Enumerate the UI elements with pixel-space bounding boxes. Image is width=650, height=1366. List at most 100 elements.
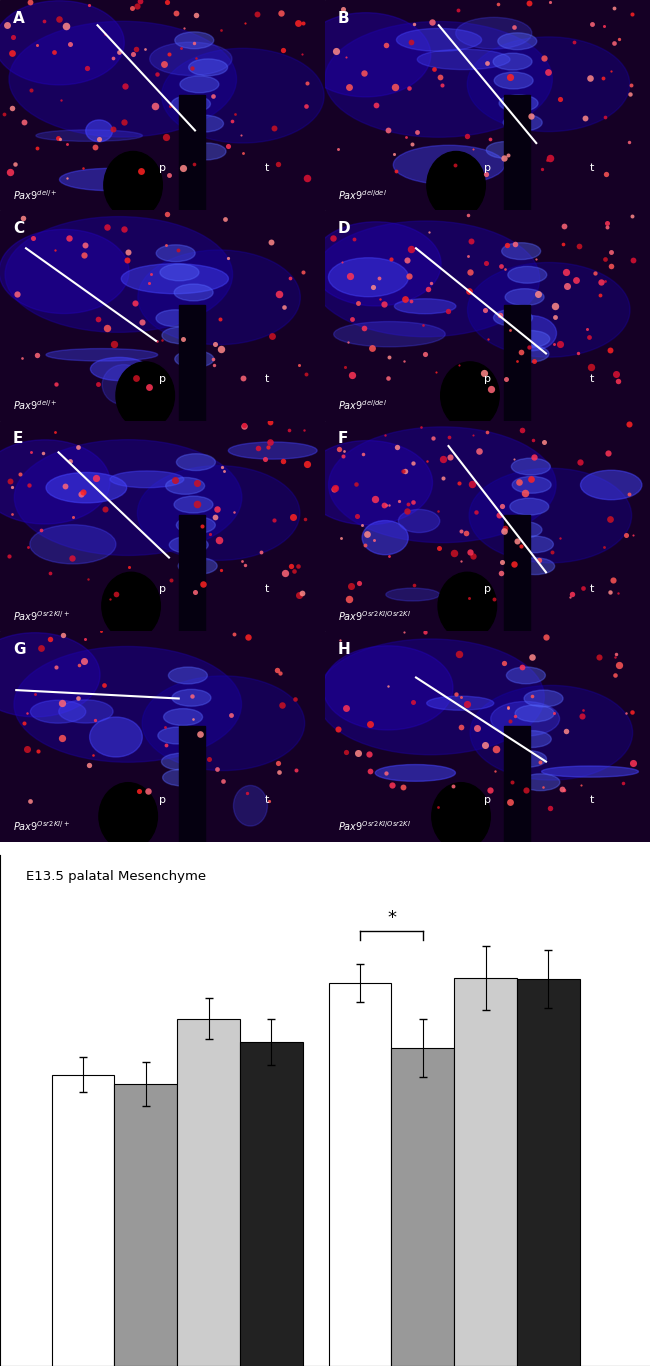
Ellipse shape [180,76,219,93]
Ellipse shape [156,310,195,326]
Bar [504,725,530,841]
Ellipse shape [302,441,432,525]
Bar [179,305,205,421]
Text: E13.5 palatal Mesenchyme: E13.5 palatal Mesenchyme [26,870,206,884]
Ellipse shape [164,709,203,725]
Ellipse shape [188,59,228,75]
Ellipse shape [14,646,242,762]
Ellipse shape [0,229,129,314]
Ellipse shape [169,537,208,553]
Text: t: t [590,374,593,384]
Ellipse shape [506,316,556,351]
Ellipse shape [158,727,197,744]
Ellipse shape [60,168,161,191]
Text: $\mathit{Pax9}^{\mathit{Osr2KI/Osr2KI}}$: $\mathit{Pax9}^{\mathit{Osr2KI/Osr2KI}}$ [338,609,411,623]
Ellipse shape [441,362,499,429]
Text: *: * [387,908,396,926]
Ellipse shape [470,686,632,780]
Text: E: E [13,432,23,447]
Ellipse shape [510,499,549,515]
Ellipse shape [514,535,553,553]
Ellipse shape [580,470,642,500]
Ellipse shape [515,705,554,721]
Text: p: p [484,164,491,173]
Bar [517,979,580,1366]
Ellipse shape [512,458,551,475]
Ellipse shape [160,264,199,281]
Bar [177,1019,240,1366]
Ellipse shape [311,221,441,306]
Ellipse shape [102,365,146,404]
Ellipse shape [46,348,158,361]
Ellipse shape [162,326,201,344]
Ellipse shape [0,440,110,525]
Ellipse shape [5,217,233,332]
Ellipse shape [328,428,556,542]
Ellipse shape [138,250,300,344]
Ellipse shape [176,516,215,534]
Ellipse shape [375,765,456,781]
Ellipse shape [393,145,504,184]
Ellipse shape [426,697,494,710]
Ellipse shape [317,639,544,755]
Ellipse shape [508,266,547,283]
Ellipse shape [102,572,161,639]
Ellipse shape [174,284,213,301]
Text: F: F [338,432,348,447]
Text: t: t [265,374,268,384]
Ellipse shape [362,520,408,555]
Bar [454,978,517,1366]
Ellipse shape [438,572,497,639]
Ellipse shape [493,309,532,326]
Bar [329,982,391,1366]
Ellipse shape [312,221,540,337]
Text: t: t [265,164,268,173]
Ellipse shape [86,120,112,142]
Ellipse shape [486,142,525,158]
Ellipse shape [508,750,547,768]
Ellipse shape [328,258,408,296]
Text: t: t [265,585,268,594]
Ellipse shape [187,143,226,160]
Text: D: D [338,221,350,236]
Ellipse shape [99,783,157,850]
Text: $\mathit{Pax9}^{\mathit{del/+}}$: $\mathit{Pax9}^{\mathit{del/+}}$ [13,399,58,413]
Ellipse shape [467,262,630,357]
Ellipse shape [150,42,232,75]
Text: $\mathit{Pax9}^{\mathit{Osr2KI/+}}$: $\mathit{Pax9}^{\mathit{Osr2KI/+}}$ [13,609,70,623]
Ellipse shape [178,557,217,574]
Ellipse shape [176,454,215,470]
Ellipse shape [142,676,305,770]
Text: H: H [338,642,351,657]
Text: p: p [159,795,166,805]
Ellipse shape [467,37,630,131]
Ellipse shape [512,477,551,493]
Ellipse shape [510,346,549,362]
Text: p: p [159,585,166,594]
Ellipse shape [172,96,211,112]
Ellipse shape [14,440,242,556]
Text: p: p [159,164,166,173]
Text: t: t [590,585,593,594]
Bar [114,1085,177,1366]
Ellipse shape [174,496,213,514]
Ellipse shape [325,22,552,137]
Text: p: p [159,374,166,384]
Ellipse shape [503,522,542,538]
Text: p: p [484,795,491,805]
Ellipse shape [0,632,100,717]
Ellipse shape [36,130,142,141]
Text: p: p [484,374,491,384]
Ellipse shape [432,783,490,850]
Ellipse shape [233,785,267,826]
Ellipse shape [512,731,551,747]
Ellipse shape [162,48,324,143]
Text: $\mathit{Pax9}^{\mathit{Osr2KI/Osr2KI}}$: $\mathit{Pax9}^{\mathit{Osr2KI/Osr2KI}}$ [338,820,411,833]
Ellipse shape [137,466,300,560]
Ellipse shape [0,1,124,85]
Bar [179,515,205,631]
Ellipse shape [498,33,537,49]
Ellipse shape [469,469,632,563]
Text: G: G [13,642,25,657]
Ellipse shape [502,243,541,260]
